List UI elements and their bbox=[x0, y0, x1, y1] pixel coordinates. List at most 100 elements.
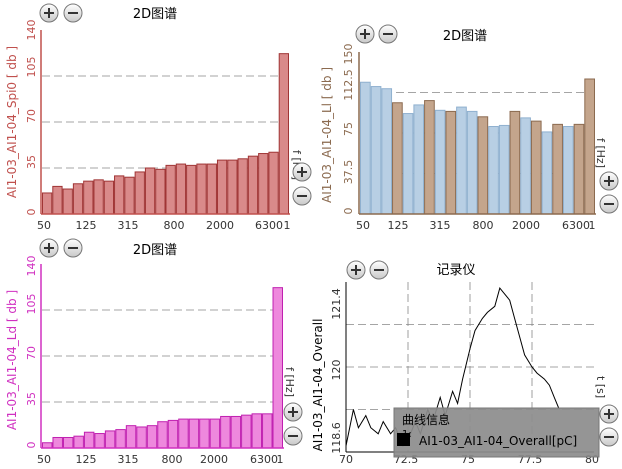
y-tick: 0 bbox=[25, 442, 38, 449]
spectrum-bar bbox=[241, 414, 252, 449]
spectrum-bar bbox=[456, 106, 467, 215]
legend-background bbox=[393, 407, 600, 458]
spectrum-bar bbox=[237, 158, 248, 215]
x-axis-unit: f [Hz] bbox=[594, 138, 607, 168]
y-tick: 37.5 bbox=[342, 160, 355, 185]
spectrum-panel-spi0: 2D图谱 140 105 70 35 0 AI1-03_AI1-04_Spi0 … bbox=[5, 3, 312, 232]
spectrum-bar bbox=[466, 110, 478, 215]
y-tick: 120 bbox=[330, 360, 343, 381]
spectrum-bar bbox=[488, 126, 499, 215]
spectrum-bar bbox=[165, 164, 176, 215]
spectrum-bar bbox=[402, 113, 414, 215]
spectrum-bar bbox=[216, 159, 228, 215]
spectrum-bar bbox=[94, 433, 105, 449]
legend-swatch bbox=[397, 433, 410, 446]
spectrum-bar bbox=[498, 124, 510, 215]
x-tick: 2000 bbox=[512, 219, 540, 232]
spectrum-bar bbox=[584, 78, 595, 215]
x-zoom-out-button[interactable] bbox=[599, 427, 619, 447]
y-tick: 105 bbox=[25, 294, 38, 315]
spectrum-bar bbox=[157, 421, 168, 449]
x-tick: 800 bbox=[164, 219, 185, 232]
panel-title: 2D图谱 bbox=[443, 29, 487, 44]
zoom-in-button[interactable] bbox=[39, 3, 59, 23]
zoom-in-button[interactable] bbox=[346, 260, 366, 280]
y-axis-label: AI1-03_AI1-04_Spi0 [ db ] bbox=[5, 46, 19, 198]
spectrum-bar bbox=[413, 104, 425, 215]
spectrum-bar bbox=[445, 110, 457, 215]
spectrum-bar bbox=[258, 153, 269, 215]
spectrum-bar bbox=[552, 123, 563, 215]
zoom-out-button[interactable] bbox=[369, 260, 389, 280]
x-axis-unit: t [s] bbox=[594, 376, 607, 398]
spectrum-bar bbox=[42, 192, 53, 215]
x-zoom-out-button[interactable] bbox=[292, 186, 312, 206]
x-tick: 800 bbox=[162, 453, 183, 465]
spectrum-bar bbox=[262, 413, 273, 449]
y-tick: 105 bbox=[25, 57, 38, 78]
spectrum-bar bbox=[272, 287, 283, 449]
spectrum-bar bbox=[530, 120, 542, 215]
panel-title: 记录仪 bbox=[436, 263, 475, 278]
spectrum-bar bbox=[360, 81, 371, 215]
spectrum-panel-ll: 2D图谱 150 112.5 75 37.5 0 AI1-03_AI1-04_L… bbox=[320, 24, 619, 232]
x-zoom-in-button[interactable] bbox=[292, 162, 312, 182]
y-tick: 75 bbox=[342, 122, 355, 136]
zoom-in-button[interactable] bbox=[355, 24, 375, 44]
spectrum-bar bbox=[136, 426, 147, 449]
spectrum-bar bbox=[134, 171, 145, 215]
x-tick: 50 bbox=[356, 219, 370, 232]
x-zoom-in-button[interactable] bbox=[599, 171, 619, 191]
spectrum-bar bbox=[42, 442, 53, 449]
spectrum-bar bbox=[434, 109, 446, 215]
y-tick: 0 bbox=[342, 208, 355, 215]
y-tick: 121.4 bbox=[330, 288, 343, 320]
x-tick: 6300 bbox=[562, 219, 590, 232]
spectrum-bar bbox=[206, 163, 217, 215]
panel-title: 2D图谱 bbox=[133, 243, 177, 258]
y-axis-label: AI1-03_AI1-04_Overall bbox=[311, 319, 325, 452]
spectrum-bar bbox=[62, 436, 74, 449]
spectrum-bar bbox=[155, 168, 166, 215]
spectrum-bar bbox=[230, 415, 242, 449]
y-axis-label: AI1-03_AI1-04_Ld [ db ] bbox=[5, 290, 19, 430]
x-zoom-out-button[interactable] bbox=[283, 426, 303, 446]
spectrum-bar bbox=[62, 188, 73, 215]
x-tick: 1 bbox=[589, 219, 596, 232]
recorder-panel: 记录仪 121.4 120 118.6 AI1-03_AI1-04_Overal… bbox=[311, 260, 619, 466]
x-tick: 1 bbox=[284, 219, 291, 232]
legend-entry[interactable]: AI1-03_AI1-04_Overall[pC] bbox=[419, 434, 577, 448]
x-tick: 50 bbox=[37, 219, 51, 232]
zoom-out-button[interactable] bbox=[378, 24, 398, 44]
spectrum-bar bbox=[562, 126, 574, 215]
spectrum-bar bbox=[381, 88, 393, 215]
y-axis-label: AI1-03_AI1-04_Ll [ db ] bbox=[320, 67, 334, 203]
spectrum-bar bbox=[477, 116, 489, 215]
y-tick: 35 bbox=[25, 392, 38, 406]
spectrum-bar bbox=[104, 430, 116, 449]
x-tick: 315 bbox=[118, 219, 139, 232]
spectrum-bar bbox=[52, 185, 63, 215]
spectrum-panel-ld: 2D图谱 140 105 70 35 0 AI1-03_AI1-04_Ld [ … bbox=[5, 238, 303, 466]
spectrum-bar bbox=[196, 163, 207, 215]
zoom-out-button[interactable] bbox=[63, 3, 83, 23]
spectrum-bar bbox=[509, 110, 521, 215]
panel-title: 2D图谱 bbox=[133, 7, 177, 22]
spectrum-bar bbox=[178, 418, 189, 449]
overall-series-line bbox=[345, 287, 560, 447]
x-zoom-out-button[interactable] bbox=[599, 194, 619, 214]
spectrum-bar bbox=[370, 86, 382, 215]
spectrum-bar bbox=[83, 431, 95, 449]
x-tick: 125 bbox=[76, 453, 97, 465]
spectrum-bar bbox=[209, 418, 221, 449]
zoom-in-button[interactable] bbox=[39, 238, 59, 258]
spectrum-bar bbox=[114, 175, 125, 215]
zoom-out-button[interactable] bbox=[63, 238, 83, 258]
x-zoom-in-button[interactable] bbox=[283, 402, 303, 422]
spectrum-bar bbox=[72, 183, 84, 215]
x-zoom-in-button[interactable] bbox=[599, 404, 619, 424]
spectrum-bar bbox=[188, 418, 200, 449]
spectrum-bar bbox=[520, 117, 531, 215]
y-tick: 70 bbox=[25, 109, 38, 123]
